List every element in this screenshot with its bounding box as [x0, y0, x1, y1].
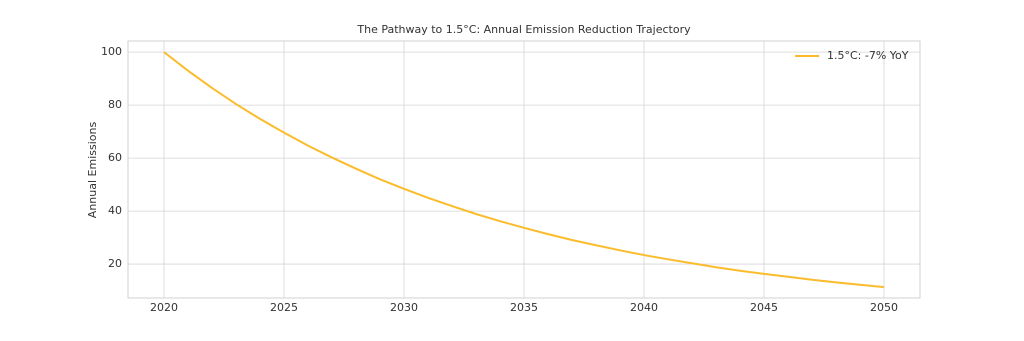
x-tick-label: 2025 — [270, 301, 298, 314]
y-tick-label: 100 — [101, 45, 122, 58]
chart-title: The Pathway to 1.5°C: Annual Emission Re… — [356, 23, 691, 36]
y-tick-label: 80 — [108, 98, 122, 111]
y-tick-label: 40 — [108, 204, 122, 217]
legend-label: 1.5°C: -7% YoY — [827, 49, 909, 62]
line-series — [163, 51, 885, 289]
plot-frame — [127, 40, 921, 299]
x-tick-label: 2035 — [510, 301, 538, 314]
y-tick-label: 20 — [108, 257, 122, 270]
x-tick-label: 2050 — [870, 301, 898, 314]
x-tick-label: 2020 — [150, 301, 178, 314]
x-tick-label: 2040 — [630, 301, 658, 314]
x-tick-label: 2030 — [390, 301, 418, 314]
y-axis-label: Annual Emissions — [86, 122, 99, 219]
y-tick-label: 60 — [108, 151, 122, 164]
x-tick-label: 2045 — [750, 301, 778, 314]
